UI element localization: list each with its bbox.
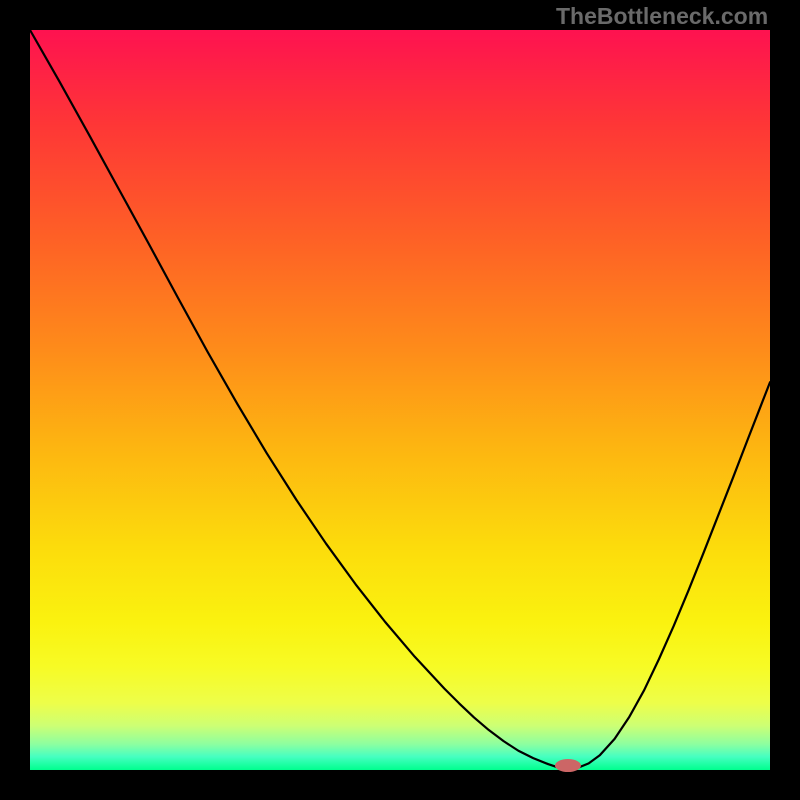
optimum-marker: [555, 759, 581, 772]
chart-container: TheBottleneck.com: [0, 0, 800, 800]
watermark-text: TheBottleneck.com: [556, 3, 768, 29]
bottleneck-chart: TheBottleneck.com: [0, 0, 800, 800]
